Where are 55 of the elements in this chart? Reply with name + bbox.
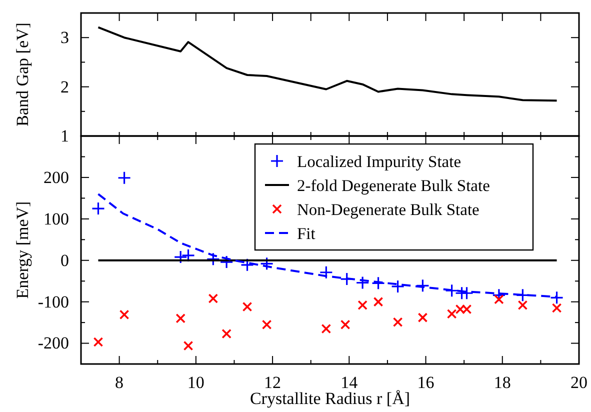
x-tick-label: 16 (417, 373, 434, 392)
point (516, 288, 530, 302)
point (240, 258, 254, 272)
point (220, 255, 234, 269)
point (416, 278, 430, 292)
point (93, 337, 104, 347)
x-tick-label: 20 (570, 373, 588, 392)
point (117, 171, 132, 185)
point (242, 302, 252, 312)
legend-label: Fit (297, 224, 316, 243)
point (340, 320, 350, 330)
point (391, 280, 405, 294)
y-tick-label: 100 (44, 209, 69, 228)
point (446, 308, 457, 319)
point (222, 328, 232, 339)
y-tick-label: 0 (60, 250, 69, 270)
point (321, 324, 332, 334)
point (319, 266, 333, 280)
legend-label: 2-fold Degenerate Bulk State (297, 176, 490, 195)
point (392, 317, 403, 328)
point (174, 250, 188, 264)
point (208, 294, 218, 304)
y-tick-label: 2 (60, 77, 69, 96)
point (183, 340, 194, 351)
point (550, 290, 564, 304)
point (119, 310, 130, 320)
y-tick-label: 3 (60, 28, 69, 48)
point (494, 294, 504, 304)
point (358, 300, 368, 310)
x-tick-label: 18 (494, 373, 511, 392)
point (181, 248, 196, 262)
line-series (97, 26, 558, 102)
point (206, 252, 220, 266)
point (262, 320, 272, 330)
point (371, 276, 386, 290)
y-tick-label: 200 (44, 168, 69, 187)
legend-label: Non-Degenerate Bulk State (297, 200, 480, 219)
point (356, 276, 370, 290)
point (518, 300, 528, 310)
legend-label: Localized Impurity State (297, 152, 462, 171)
point (260, 256, 274, 270)
point (445, 284, 459, 298)
point (176, 314, 186, 324)
y-tick-label: -200 (38, 334, 69, 353)
y-tick-label: -100 (38, 292, 69, 312)
point (418, 312, 428, 322)
x-tick-label: 8 (115, 373, 124, 392)
point (373, 296, 384, 307)
point (91, 202, 106, 216)
x-tick-label: 10 (187, 373, 204, 392)
y-axis-title: Band Gap [eV] (13, 22, 32, 126)
y-axis-title: Energy [meV] (13, 201, 32, 299)
point (552, 303, 562, 313)
y-tick-label: 1 (60, 126, 69, 146)
point (460, 286, 474, 300)
